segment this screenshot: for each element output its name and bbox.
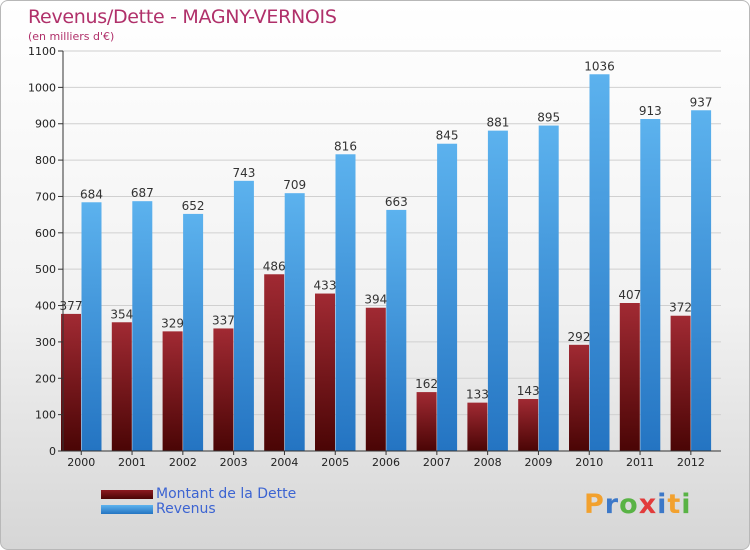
value-label-dette: 407 bbox=[618, 288, 641, 302]
y-tick-label: 300 bbox=[35, 336, 56, 349]
bar-revenus bbox=[81, 202, 102, 451]
bar-revenus bbox=[691, 110, 712, 451]
x-tick-label: 2011 bbox=[626, 456, 654, 469]
bar-dette bbox=[518, 399, 539, 451]
logo-letter: r bbox=[604, 489, 620, 520]
bar-revenus bbox=[132, 201, 153, 451]
x-tick-label: 2005 bbox=[321, 456, 349, 469]
value-label-revenus: 816 bbox=[334, 139, 357, 153]
x-tick-label: 2010 bbox=[575, 456, 603, 469]
legend-swatch-revenus bbox=[101, 505, 153, 514]
x-tick-label: 2012 bbox=[677, 456, 705, 469]
y-tick-label: 500 bbox=[35, 263, 56, 276]
value-label-dette: 143 bbox=[517, 384, 540, 398]
y-tick-label: 100 bbox=[35, 409, 56, 422]
legend-swatch-dette bbox=[101, 490, 153, 499]
logo-letter: P bbox=[584, 489, 605, 520]
value-label-revenus: 895 bbox=[537, 111, 560, 125]
y-tick-label: 400 bbox=[35, 300, 56, 313]
bar-revenus bbox=[487, 130, 508, 452]
logo-letter: i bbox=[681, 489, 692, 520]
x-tick-label: 2000 bbox=[67, 456, 95, 469]
value-label-revenus: 913 bbox=[639, 104, 662, 118]
value-label-dette: 329 bbox=[161, 316, 184, 330]
x-tick-label: 2001 bbox=[118, 456, 146, 469]
value-label-revenus: 845 bbox=[436, 129, 459, 143]
value-label-dette: 354 bbox=[110, 307, 133, 321]
legend-label-revenus: Revenus bbox=[156, 501, 216, 517]
value-label-revenus: 743 bbox=[232, 166, 255, 180]
x-tick-label: 2009 bbox=[524, 456, 552, 469]
bar-dette bbox=[670, 315, 691, 451]
logo-letter: t bbox=[667, 489, 682, 520]
x-tick-label: 2004 bbox=[270, 456, 298, 469]
bar-revenus bbox=[640, 119, 661, 451]
logo-letter: o bbox=[619, 489, 639, 520]
axes: 0 100 200 300 400 500 600 700 800 900 1000 1100 2000… bbox=[28, 45, 721, 469]
bar-revenus bbox=[233, 180, 254, 451]
bar-dette bbox=[416, 392, 437, 451]
bar-revenus bbox=[335, 154, 356, 452]
logo-letter: x bbox=[638, 489, 658, 520]
y-tick-label: 1000 bbox=[28, 81, 56, 94]
bar-dette bbox=[213, 328, 234, 451]
value-label-dette: 377 bbox=[60, 299, 83, 313]
value-label-revenus: 652 bbox=[182, 199, 205, 213]
y-tick-label: 0 bbox=[49, 445, 56, 458]
value-label-revenus: 937 bbox=[690, 95, 713, 109]
value-label-revenus: 687 bbox=[131, 186, 154, 200]
bar-dette bbox=[264, 274, 285, 451]
y-tick-label: 900 bbox=[35, 118, 56, 131]
x-tick-label: 2006 bbox=[372, 456, 400, 469]
value-label-revenus: 1036 bbox=[584, 59, 615, 73]
value-label-dette: 394 bbox=[364, 293, 387, 307]
value-label-dette: 133 bbox=[466, 388, 489, 402]
bar-dette bbox=[315, 293, 335, 451]
chart-title: Revenus/Dette - MAGNY-VERNOIS bbox=[28, 6, 337, 28]
y-tick-label: 700 bbox=[35, 190, 56, 203]
y-tick-label: 800 bbox=[35, 154, 56, 167]
logo-letter: i bbox=[657, 489, 668, 520]
value-label-dette: 486 bbox=[263, 259, 286, 273]
value-label-dette: 292 bbox=[568, 330, 591, 344]
value-label-dette: 433 bbox=[314, 279, 337, 293]
bar-dette bbox=[61, 313, 81, 451]
value-label-dette: 337 bbox=[212, 313, 235, 327]
y-tick-label: 200 bbox=[35, 372, 56, 385]
value-label-dette: 162 bbox=[415, 377, 438, 391]
y-tick-label: 600 bbox=[35, 227, 56, 240]
bar-dette bbox=[619, 303, 640, 451]
value-label-revenus: 684 bbox=[80, 187, 103, 201]
bar-revenus bbox=[437, 143, 458, 451]
bar-dette bbox=[162, 331, 183, 451]
value-label-revenus: 709 bbox=[283, 178, 306, 192]
y-tick-label: 1100 bbox=[28, 45, 56, 58]
value-label-revenus: 881 bbox=[486, 116, 509, 130]
value-label-dette: 372 bbox=[669, 301, 692, 315]
value-label-revenus: 663 bbox=[385, 195, 408, 209]
bar-dette bbox=[365, 307, 386, 451]
bar-dette bbox=[467, 402, 488, 451]
legend-label-dette: Montant de la Dette bbox=[156, 486, 297, 502]
x-tick-label: 2002 bbox=[169, 456, 197, 469]
bar-revenus bbox=[284, 193, 305, 451]
x-tick-label: 2003 bbox=[220, 456, 248, 469]
value-labels: 377 684 354 687 329 652 337 743 486 709 433 816 394 6… bbox=[60, 59, 713, 401]
bars bbox=[61, 74, 712, 452]
bar-revenus bbox=[589, 74, 610, 451]
proxiti-logo: Proxiti bbox=[584, 489, 692, 520]
bar-dette bbox=[111, 322, 132, 451]
bar-dette bbox=[569, 344, 589, 451]
x-tick-label: 2008 bbox=[474, 456, 502, 469]
x-tick-label: 2007 bbox=[423, 456, 451, 469]
bar-revenus bbox=[386, 209, 407, 451]
bar-revenus bbox=[538, 125, 559, 451]
chart-subtitle: (en milliers d'€) bbox=[28, 30, 115, 43]
bar-revenus bbox=[183, 213, 204, 451]
